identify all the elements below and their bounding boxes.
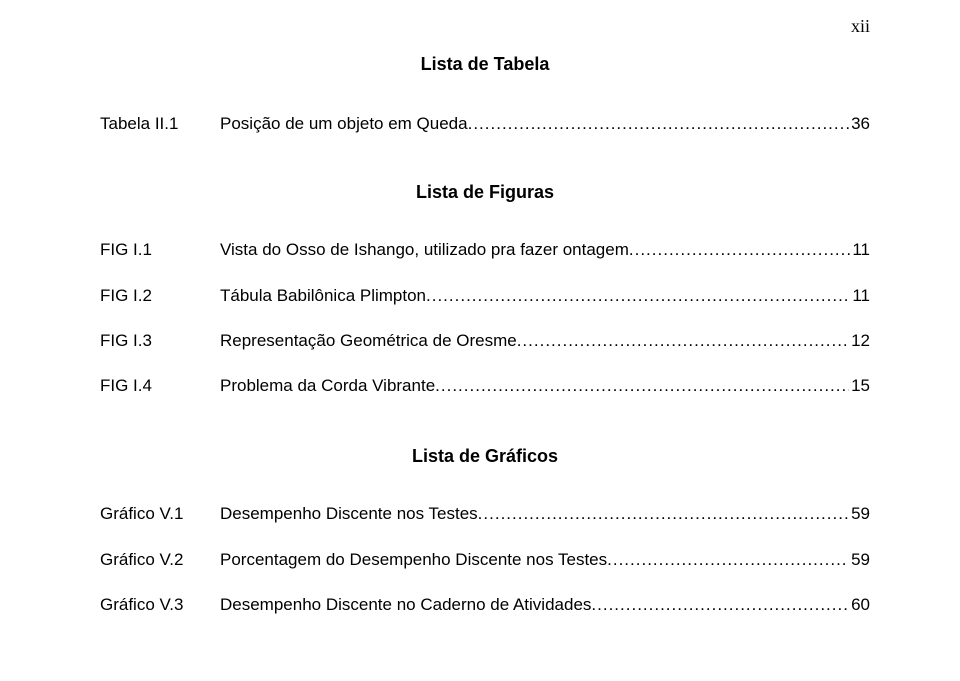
entry-label: FIG I.3: [100, 330, 220, 351]
table-row: FIG I.2 Tábula Babilônica Plimpton 11: [100, 285, 870, 306]
entry-label: Gráfico V.1: [100, 503, 220, 524]
table-row: Gráfico V.2 Porcentagem do Desempenho Di…: [100, 549, 870, 570]
entry-title: Desempenho Discente no Caderno de Ativid…: [220, 594, 591, 615]
entry-label: Gráfico V.3: [100, 594, 220, 615]
leader-dots: [517, 330, 849, 351]
table-row: FIG I.1 Vista do Osso de Ishango, utiliz…: [100, 239, 870, 260]
leader-dots: [426, 285, 850, 306]
entry-label: FIG I.2: [100, 285, 220, 306]
entry-title: Vista do Osso de Ishango, utilizado pra …: [220, 239, 629, 260]
entry-page: 59: [849, 549, 870, 570]
entry-text: Problema da Corda Vibrante 15: [220, 375, 870, 396]
entry-page: 60: [849, 594, 870, 615]
table-row: FIG I.3 Representação Geométrica de Ores…: [100, 330, 870, 351]
entry-text: Tábula Babilônica Plimpton 11: [220, 285, 870, 306]
entry-title: Posição de um objeto em Queda: [220, 113, 468, 134]
entry-page: 11: [850, 239, 870, 260]
leader-dots: [629, 239, 850, 260]
entry-title: Desempenho Discente nos Testes: [220, 503, 478, 524]
entry-text: Porcentagem do Desempenho Discente nos T…: [220, 549, 870, 570]
entry-label: Gráfico V.2: [100, 549, 220, 570]
table-row: Tabela II.1 Posição de um objeto em Qued…: [100, 113, 870, 134]
entry-label: FIG I.1: [100, 239, 220, 260]
page-number: xii: [851, 16, 870, 37]
leader-dots: [607, 549, 849, 570]
entry-title: Tábula Babilônica Plimpton: [220, 285, 426, 306]
section-title-tabela: Lista de Tabela: [100, 54, 870, 75]
entry-page: 15: [849, 375, 870, 396]
entry-title: Representação Geométrica de Oresme: [220, 330, 517, 351]
leader-dots: [468, 113, 849, 134]
section-title-figuras: Lista de Figuras: [100, 182, 870, 203]
leader-dots: [478, 503, 849, 524]
table-row: Gráfico V.3 Desempenho Discente no Cader…: [100, 594, 870, 615]
entry-text: Desempenho Discente nos Testes 59: [220, 503, 870, 524]
entry-text: Posição de um objeto em Queda 36: [220, 113, 870, 134]
entry-title: Porcentagem do Desempenho Discente nos T…: [220, 549, 607, 570]
leader-dots: [435, 375, 849, 396]
leader-dots: [591, 594, 849, 615]
entry-text: Vista do Osso de Ishango, utilizado pra …: [220, 239, 870, 260]
entry-title: Problema da Corda Vibrante: [220, 375, 435, 396]
entry-page: 11: [850, 285, 870, 306]
section-title-graficos: Lista de Gráficos: [100, 446, 870, 467]
entry-page: 36: [849, 113, 870, 134]
entry-page: 59: [849, 503, 870, 524]
entry-label: FIG I.4: [100, 375, 220, 396]
table-row: FIG I.4 Problema da Corda Vibrante 15: [100, 375, 870, 396]
entry-page: 12: [849, 330, 870, 351]
entry-text: Desempenho Discente no Caderno de Ativid…: [220, 594, 870, 615]
entry-label: Tabela II.1: [100, 113, 220, 134]
entry-text: Representação Geométrica de Oresme 12: [220, 330, 870, 351]
table-row: Gráfico V.1 Desempenho Discente nos Test…: [100, 503, 870, 524]
